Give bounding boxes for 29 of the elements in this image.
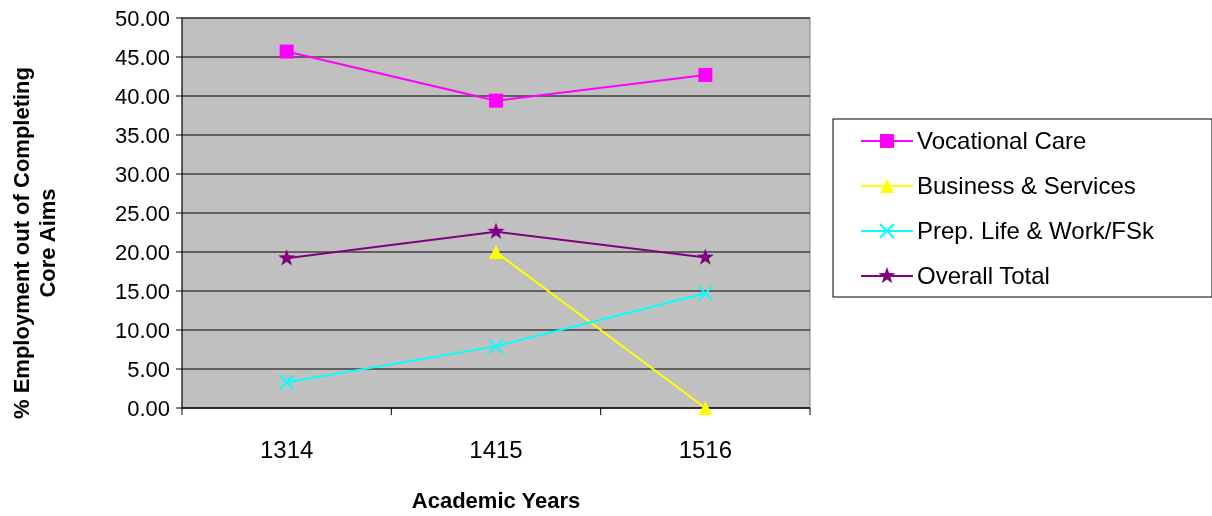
- y-tick-label: 25.00: [114, 200, 170, 226]
- y-tick-label: 40.00: [114, 83, 170, 109]
- y-tick-label: 15.00: [114, 278, 170, 304]
- y-tick-label: 10.00: [114, 317, 170, 343]
- x-axis-title: Academic Years: [411, 488, 581, 513]
- point: [697, 285, 714, 302]
- legend-label: Business & Services: [917, 172, 1136, 200]
- x-tick-label: 1415: [469, 436, 523, 463]
- point: [487, 222, 505, 239]
- point: [278, 249, 296, 266]
- point: [278, 374, 295, 391]
- point: [489, 93, 503, 108]
- y-tick-label: 35.00: [114, 122, 170, 148]
- y-tick-label: 5.00: [127, 356, 170, 382]
- point: [698, 67, 713, 82]
- y-tick-label: 20.00: [114, 239, 170, 265]
- y-tick-label: 50.00: [114, 5, 170, 31]
- x-tick-label: 1314: [259, 436, 314, 463]
- point: [696, 248, 714, 265]
- legend-label: Prep. Life & Work/FSk: [917, 217, 1155, 245]
- point: [279, 44, 294, 59]
- y-tick-label: 0.00: [127, 395, 170, 421]
- point: [488, 338, 504, 355]
- x-tick-label: 1516: [678, 436, 733, 463]
- legend-label: Overall Total: [917, 262, 1050, 290]
- y-tick-label: 45.00: [114, 44, 170, 70]
- legend-label: Vocational Care: [917, 127, 1087, 155]
- y-tick-label: 30.00: [114, 161, 170, 187]
- y-axis-title: % Employment out of Completing Core Aims: [9, 67, 60, 419]
